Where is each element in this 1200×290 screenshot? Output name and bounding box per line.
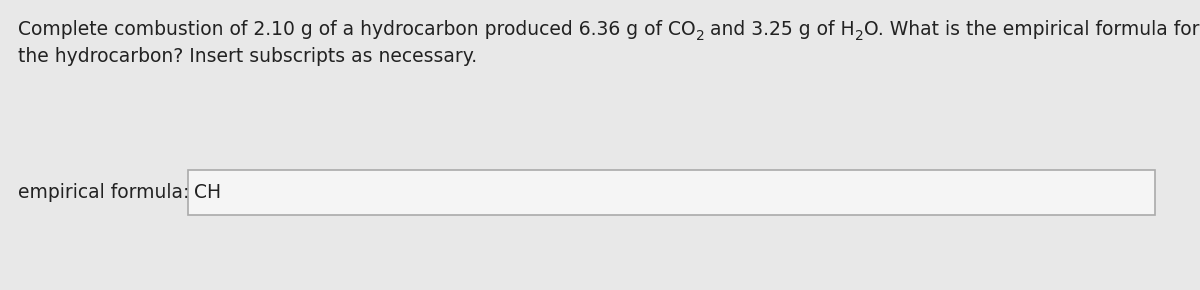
- Text: CH: CH: [194, 184, 221, 202]
- Bar: [188, 170, 1154, 215]
- Text: 2: 2: [696, 29, 704, 43]
- Text: and 3.25 g of H: and 3.25 g of H: [704, 20, 854, 39]
- Text: Complete combustion of 2.10 g of a hydrocarbon produced 6.36 g of CO: Complete combustion of 2.10 g of a hydro…: [18, 20, 696, 39]
- Text: 2: 2: [854, 29, 864, 43]
- Text: empirical formula:: empirical formula:: [18, 184, 190, 202]
- Text: O. What is the empirical formula for: O. What is the empirical formula for: [864, 20, 1199, 39]
- Text: the hydrocarbon? Insert subscripts as necessary.: the hydrocarbon? Insert subscripts as ne…: [18, 47, 478, 66]
